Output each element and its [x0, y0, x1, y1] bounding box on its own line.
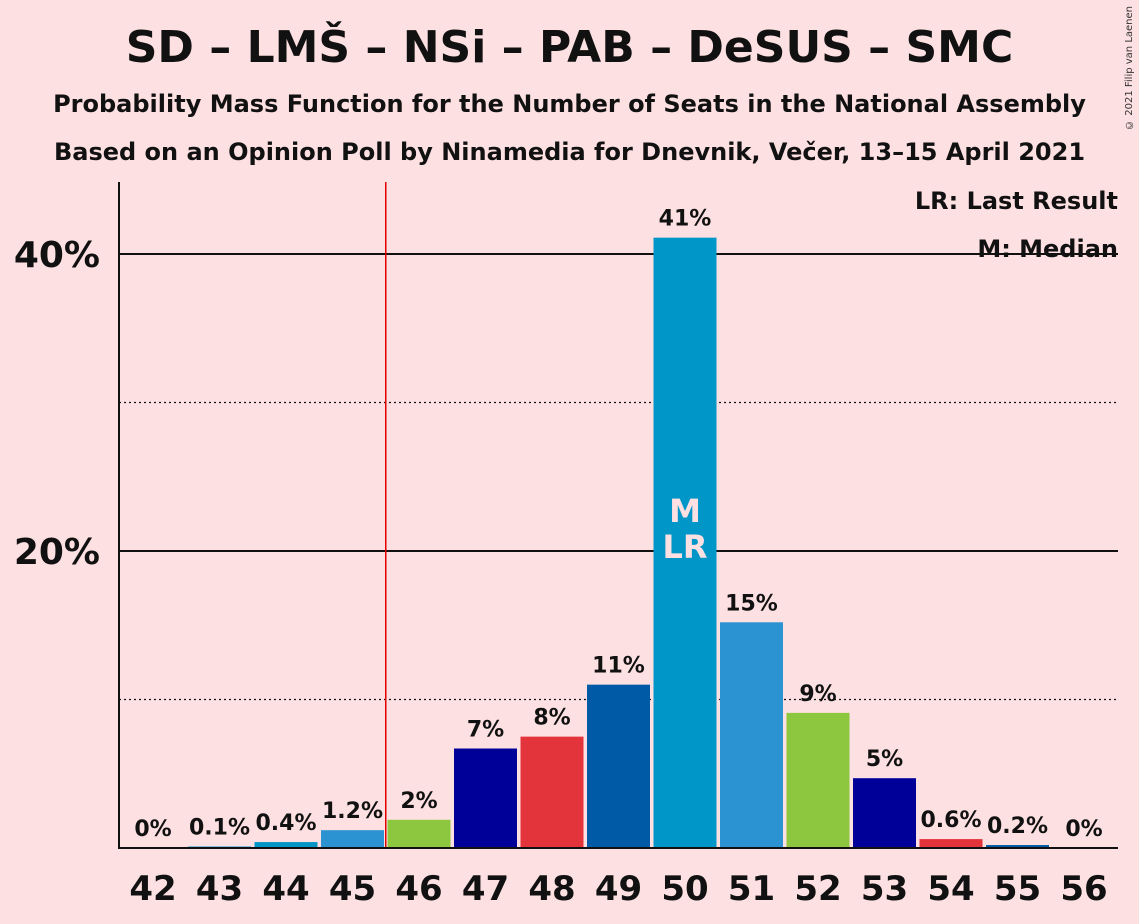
bar-54: [919, 839, 983, 848]
x-tick-label: 47: [462, 869, 509, 909]
legend-median: M: Median: [977, 235, 1118, 263]
grid-lines: [119, 253, 1118, 701]
data-label: 0.6%: [920, 808, 981, 833]
data-label: 9%: [799, 682, 836, 707]
bar-48: [520, 736, 584, 848]
data-label: 11%: [592, 654, 645, 679]
bar-44: [254, 842, 318, 848]
data-label: 0%: [1065, 817, 1102, 842]
chart-source: Based on an Opinion Poll by Ninamedia fo…: [53, 138, 1086, 166]
bars: 0% 0.1% 0.4% 1.2% 2% 7% 8% 11% 41% 15% 9% 5% 0.6% 0.2…: [134, 207, 1103, 849]
bar-45: [321, 830, 384, 848]
x-tick-label: 54: [927, 869, 974, 909]
x-tick-label: 49: [595, 869, 642, 909]
bar-55: [986, 845, 1049, 848]
x-tick-label: 43: [196, 869, 243, 909]
data-label: 0%: [134, 817, 171, 842]
y-tick-label: 20%: [14, 532, 100, 573]
x-tick-label: 53: [861, 869, 908, 909]
data-label: 15%: [725, 591, 778, 616]
bar-53: [853, 778, 916, 848]
data-label: 0.4%: [255, 811, 316, 836]
data-label: 0.1%: [189, 816, 250, 841]
x-tick-label: 55: [994, 869, 1041, 909]
last-result-marker: LR: [662, 528, 707, 566]
data-label: 1.2%: [322, 799, 383, 824]
legend-last-result: LR: Last Result: [915, 187, 1118, 215]
median-marker: M: [669, 492, 701, 530]
x-tick-label: 51: [728, 869, 775, 909]
data-label: 5%: [866, 747, 903, 772]
x-tick-label: 44: [262, 869, 309, 909]
bar-46: [387, 819, 451, 848]
chart-title: SD – LMŠ – NSi – PAB – DeSUS – SMC: [125, 22, 1014, 73]
y-tick-label: 40%: [14, 235, 100, 276]
data-label: 7%: [467, 718, 504, 743]
data-label: 0.2%: [987, 814, 1048, 839]
bar-47: [454, 748, 517, 848]
bar-50: [653, 237, 717, 849]
chart-subtitle: Probability Mass Function for the Number…: [53, 90, 1086, 118]
x-tick-label: 52: [794, 869, 841, 909]
x-tick-label: 50: [661, 869, 708, 909]
bar-51: [720, 622, 783, 848]
bar-52: [786, 712, 850, 848]
axes: 20% 40% 42 43 44 45 46 47 48 49 50 51 52 53 54 55 56: [14, 182, 1118, 909]
bar-49: [587, 684, 650, 848]
x-tick-label: 48: [528, 869, 575, 909]
data-label: 41%: [659, 207, 712, 232]
x-tick-label: 56: [1060, 869, 1107, 909]
x-tick-label: 42: [129, 869, 176, 909]
data-label: 8%: [533, 706, 570, 731]
x-tick-label: 45: [329, 869, 376, 909]
x-tick-label: 46: [395, 869, 442, 909]
data-label: 2%: [400, 789, 437, 814]
